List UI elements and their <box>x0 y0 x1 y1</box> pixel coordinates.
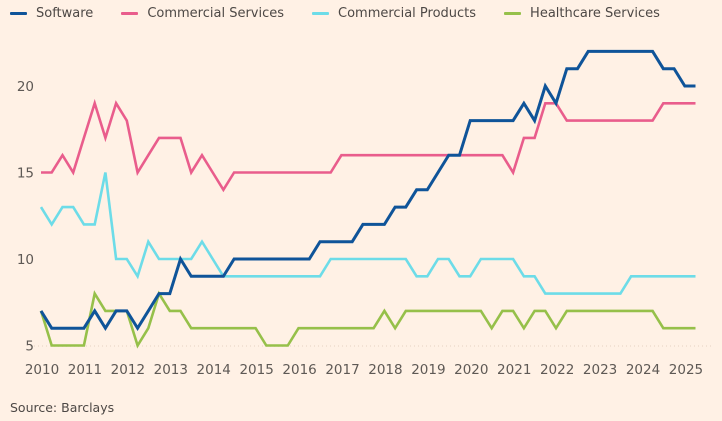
x-tick-label: 2020 <box>454 362 488 378</box>
x-tick-label: 2013 <box>154 362 188 378</box>
x-tick-label: 2016 <box>282 362 316 378</box>
x-tick-label: 2023 <box>583 362 617 378</box>
legend-item-commercial-services: Commercial Services <box>121 6 284 21</box>
series-line-healthcare-services <box>39 290 696 349</box>
legend-swatch <box>312 12 330 15</box>
chart-legend: Software Commercial Services Commercial Pr… <box>10 6 688 21</box>
legend-swatch <box>10 12 27 15</box>
x-tick-label: 2019 <box>411 362 445 378</box>
legend-label: Commercial Services <box>147 6 285 21</box>
y-tick-label: 15 <box>17 166 34 182</box>
y-tick-label: 5 <box>25 339 34 355</box>
x-tick-label: 2022 <box>540 362 574 378</box>
y-tick-label: 10 <box>17 252 34 268</box>
x-tick-label: 2012 <box>111 362 145 378</box>
legend-swatch <box>121 12 139 15</box>
y-tick-label: 20 <box>17 79 34 95</box>
series-line-commercial-products <box>39 172 696 295</box>
x-tick-label: 2024 <box>626 362 660 378</box>
legend-label: Commercial Products <box>338 6 477 21</box>
legend-label: Healthcare Services <box>530 6 660 21</box>
series-line-software <box>39 49 696 332</box>
legend-item-software: Software <box>10 6 93 21</box>
legend-swatch <box>504 12 522 15</box>
x-tick-label: 2025 <box>669 362 703 378</box>
legend-item-commercial-products: Commercial Products <box>312 6 476 21</box>
legend-label: Software <box>36 6 94 21</box>
x-tick-label: 2014 <box>197 362 231 378</box>
legend-item-healthcare-services: Healthcare Services <box>504 6 660 21</box>
x-tick-label: 2015 <box>239 362 273 378</box>
series-line-commercial-services <box>41 98 696 193</box>
x-tick-label: 2017 <box>325 362 359 378</box>
source-note: Source: Barclays <box>10 400 115 415</box>
x-tick-label: 2011 <box>68 362 102 378</box>
x-tick-label: 2010 <box>25 362 59 378</box>
x-tick-label: 2021 <box>497 362 531 378</box>
x-tick-label: 2018 <box>368 362 402 378</box>
